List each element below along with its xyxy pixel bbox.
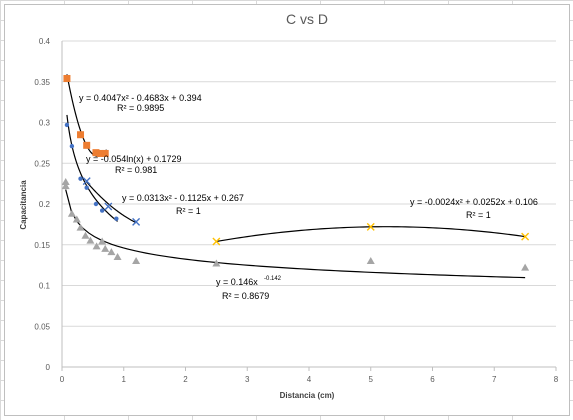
y-tick-label: 0.15 [34, 241, 50, 250]
data-point-square [83, 141, 91, 149]
y-tick-label: 0.35 [34, 78, 50, 87]
data-point-triangle [98, 237, 107, 245]
y-tick-label: 0 [46, 363, 51, 372]
chart-title: C vs D [286, 11, 328, 27]
data-point-square [63, 74, 71, 82]
data-point-triangle [61, 177, 70, 185]
trendline-r2-blue-log: R² = 0.981 [115, 165, 157, 175]
data-point-x [132, 217, 141, 226]
x-tick-label: 3 [245, 375, 250, 384]
y-tick-label: 0.05 [34, 322, 50, 331]
data-point-triangle [92, 242, 101, 250]
data-point-x [82, 177, 91, 186]
trendline-poly2 [216, 226, 526, 243]
data-point-triangle [212, 259, 221, 267]
data-point-triangle [132, 257, 141, 265]
axes: 0 0.05 0.1 0.15 0.2 0.25 0.3 0.35 0.4 0 1 2 3 4 5 6 7 8 [34, 37, 558, 384]
trendline-poly2 [86, 181, 137, 224]
data-point-circle [114, 216, 119, 221]
data-point-triangle [107, 248, 116, 256]
data-point-x [366, 222, 375, 231]
x-tick-label: 5 [369, 375, 374, 384]
trendline-r2-power: R² = 0.8679 [222, 291, 269, 301]
data-point-triangle [72, 215, 81, 223]
trendline-r2-blue-poly: R² = 1 [176, 206, 201, 216]
trendline-r2-yellow: R² = 1 [466, 210, 491, 220]
x-tick-label: 1 [122, 375, 127, 384]
x-tick-label: 6 [430, 375, 435, 384]
data-point-square [77, 131, 85, 139]
y-tick-label: 0.2 [39, 200, 51, 209]
y-tick-label: 0.4 [39, 37, 51, 46]
chart-area[interactable] [4, 4, 570, 416]
x-tick-label: 0 [60, 375, 65, 384]
trendline-log [66, 114, 118, 222]
data-markers [61, 74, 530, 271]
data-point-triangle [113, 252, 122, 260]
data-point-circle [93, 201, 99, 207]
x-tick-label: 2 [183, 375, 188, 384]
trendline-r2-orange: R² = 0.9895 [117, 103, 164, 113]
data-point-x [521, 232, 530, 241]
data-point-triangle [101, 244, 110, 252]
trendline-equation-yellow: y = -0.0024x² + 0.0252x + 0.106 [410, 197, 538, 207]
data-point-square [92, 149, 100, 157]
data-point-triangle [86, 236, 95, 244]
data-point-circle [84, 185, 89, 190]
trendline-power [65, 189, 526, 279]
data-point-circle [69, 143, 75, 149]
trendline-equation-power: y = 0.146x [216, 277, 258, 287]
y-axis-label: Capacitancia [19, 180, 28, 230]
x-tick-label: 4 [307, 375, 312, 384]
gridlines [62, 40, 556, 327]
x-tick-label: 8 [554, 375, 559, 384]
trendline-equation-blue-log: y = -0.054ln(x) + 0.1729 [86, 154, 182, 164]
data-point-x [104, 202, 113, 211]
data-point-triangle [76, 223, 85, 231]
data-point-circle [64, 122, 70, 128]
data-point-square [96, 149, 104, 157]
data-point-triangle [366, 257, 375, 265]
trendline-equation-blue-poly: y = 0.0313x² - 0.1125x + 0.267 [122, 193, 244, 203]
data-point-triangle [521, 263, 530, 271]
data-point-circle [99, 208, 105, 213]
x-axis-label: Distancia (cm) [280, 391, 335, 400]
y-tick-label: 0.3 [39, 119, 51, 128]
y-tick-label: 0.25 [34, 159, 50, 168]
trendline-exponent-power: -0.142 [264, 276, 282, 282]
y-tick-label: 0.1 [39, 282, 51, 291]
x-tick-label: 7 [492, 375, 497, 384]
data-point-circle [78, 176, 83, 181]
data-point-x [212, 237, 221, 246]
trendline-equation-orange: y = 0.4047x² - 0.4683x + 0.394 [79, 93, 202, 103]
data-point-triangle [61, 182, 70, 190]
data-point-square [101, 149, 109, 157]
data-point-triangle [81, 231, 90, 239]
data-point-triangle [67, 209, 76, 217]
